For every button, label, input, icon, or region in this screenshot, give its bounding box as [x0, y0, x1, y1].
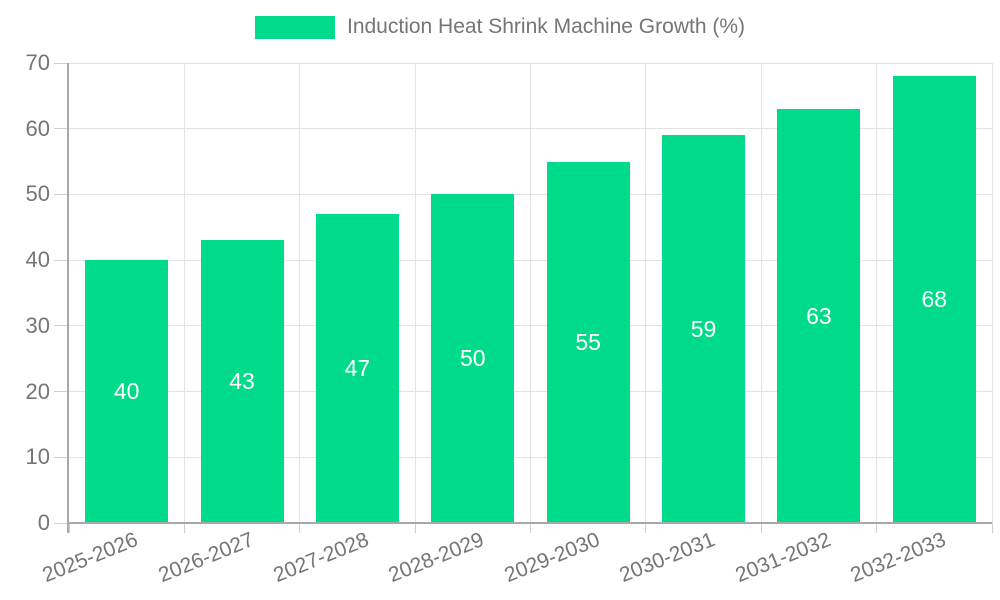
gridline-vertical	[645, 63, 647, 523]
x-axis-category-label: 2032-2033	[847, 528, 949, 587]
y-axis-tick	[54, 391, 69, 393]
legend-swatch[interactable]	[254, 15, 335, 39]
gridline-vertical	[299, 63, 301, 523]
y-axis-tick	[54, 456, 69, 458]
x-axis-category-label: 2029-2030	[501, 528, 603, 587]
bar[interactable]: 68	[892, 76, 976, 523]
x-axis-tick	[414, 523, 416, 533]
bar-value-label: 50	[460, 345, 486, 372]
y-axis-tick-label: 30	[25, 312, 50, 338]
y-axis-tick	[54, 128, 69, 130]
x-axis-category-label: 2028-2029	[385, 528, 488, 587]
x-axis-tick	[876, 523, 878, 533]
bar-value-label: 59	[690, 315, 717, 342]
bar-value-label: 40	[113, 378, 140, 405]
x-axis-category-label: 2031-2032	[731, 528, 834, 587]
y-axis-tick-label: 20	[25, 378, 50, 404]
bar-value-label: 47	[344, 355, 371, 382]
gridline-vertical	[876, 63, 878, 523]
x-axis-category-label: 2025-2026	[39, 528, 142, 587]
x-axis-category-label: 2030-2031	[616, 528, 719, 587]
x-axis-tick	[183, 523, 185, 533]
gridline-vertical	[414, 63, 416, 523]
bar-value-label: 68	[921, 286, 948, 313]
x-axis-tick	[760, 523, 762, 533]
y-axis-tick	[54, 522, 69, 524]
bar[interactable]: 50	[431, 194, 515, 523]
gridline-vertical	[991, 63, 993, 523]
y-axis-tick	[54, 62, 69, 64]
bar[interactable]: 55	[546, 161, 630, 523]
y-axis-tick-label: 50	[25, 181, 50, 207]
gridline-vertical	[760, 63, 762, 523]
legend-label: Induction Heat Shrink Machine Growth (%)	[346, 15, 745, 38]
legend[interactable]: Induction Heat Shrink Machine Growth (%)	[0, 15, 1000, 39]
y-axis-tick-label: 10	[25, 444, 50, 470]
y-axis-tick-label: 60	[25, 115, 50, 141]
bar[interactable]: 59	[662, 135, 746, 523]
x-axis-tick	[991, 523, 993, 533]
bar-value-label: 55	[575, 328, 601, 355]
y-axis-tick-label: 40	[25, 247, 50, 273]
x-axis-category-label: 2027-2028	[270, 528, 373, 587]
bar-value-label: 63	[806, 302, 832, 329]
gridline-vertical	[530, 63, 531, 523]
y-axis-line	[67, 63, 69, 533]
y-axis-tick	[54, 259, 69, 261]
x-axis-line	[67, 522, 992, 524]
bar[interactable]: 63	[777, 109, 861, 523]
x-axis-tick	[68, 523, 70, 533]
bar[interactable]: 47	[315, 214, 399, 523]
x-axis-tick	[530, 523, 531, 533]
x-axis-tick	[299, 523, 301, 533]
y-axis-tick	[54, 193, 69, 195]
x-axis-tick	[645, 523, 647, 533]
gridline-vertical	[183, 63, 185, 523]
bar-value-label: 43	[229, 368, 255, 395]
bar[interactable]: 40	[85, 260, 169, 523]
y-axis-tick-label: 70	[25, 50, 50, 75]
x-axis-category-label: 2026-2027	[154, 528, 257, 587]
y-axis-tick	[54, 325, 69, 327]
bar[interactable]: 43	[200, 240, 284, 523]
y-axis-tick-label: 0	[37, 510, 50, 535]
